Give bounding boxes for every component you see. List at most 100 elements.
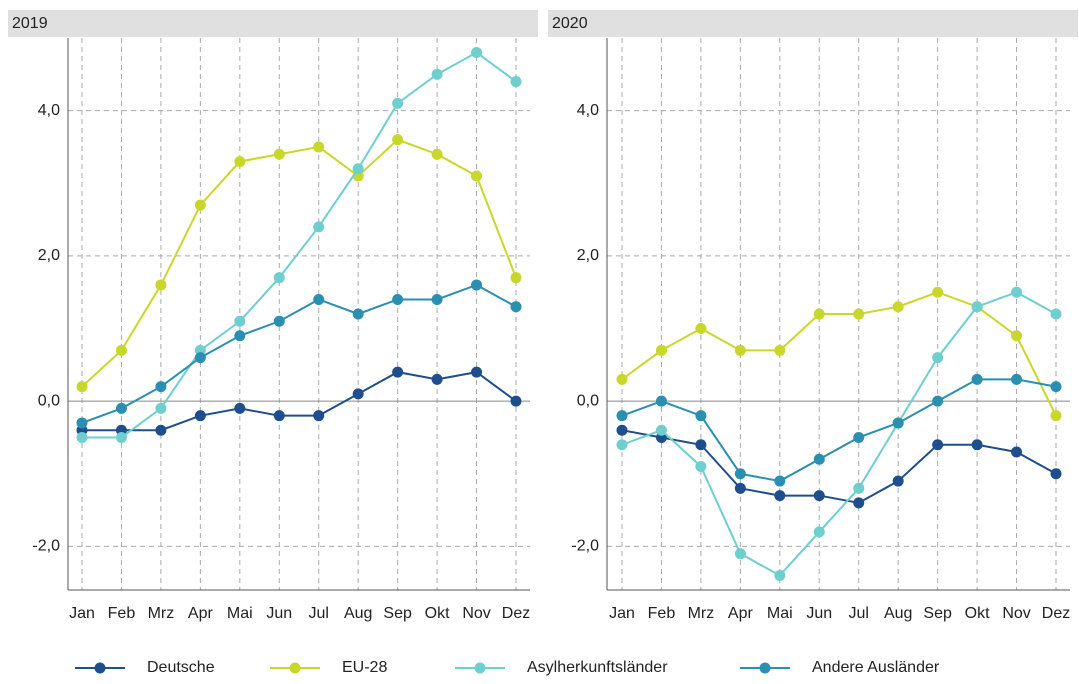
- point: [392, 97, 404, 109]
- point: [853, 431, 865, 443]
- point: [853, 308, 865, 320]
- x-tick-label: Okt: [425, 605, 450, 622]
- x-tick-label: Nov: [462, 605, 490, 622]
- point: [510, 395, 522, 407]
- point: [774, 344, 786, 356]
- point: [115, 344, 127, 356]
- x-tick-label: Mrz: [688, 605, 715, 622]
- point: [971, 439, 983, 451]
- x-tick-label: Mai: [767, 605, 793, 622]
- point: [273, 315, 285, 327]
- point: [76, 381, 88, 393]
- point: [234, 315, 246, 327]
- point: [313, 221, 325, 233]
- point: [971, 373, 983, 385]
- point: [734, 468, 746, 480]
- y-tick-label: 4,0: [38, 102, 60, 119]
- point: [115, 402, 127, 414]
- point: [471, 170, 483, 182]
- point: [313, 410, 325, 422]
- point: [431, 148, 443, 160]
- point: [510, 272, 522, 284]
- point: [510, 301, 522, 313]
- y-tick-label: -2,0: [32, 538, 60, 555]
- point: [853, 482, 865, 494]
- x-tick-label: Mrz: [148, 605, 175, 622]
- point: [655, 344, 667, 356]
- point: [1050, 381, 1062, 393]
- point: [655, 395, 667, 407]
- x-tick-label: Jan: [609, 605, 635, 622]
- x-tick-label: Jun: [266, 605, 292, 622]
- x-tick-label: Mai: [227, 605, 253, 622]
- x-tick-label: Feb: [108, 605, 136, 622]
- point: [813, 490, 825, 502]
- point: [313, 293, 325, 305]
- y-tick-label: -2,0: [571, 538, 599, 555]
- point: [1050, 308, 1062, 320]
- y-tick-label: 0,0: [577, 392, 599, 409]
- point: [734, 482, 746, 494]
- legend-label: Andere Ausländer: [812, 659, 940, 676]
- legend-marker: [289, 662, 301, 674]
- point: [352, 163, 364, 175]
- point: [695, 323, 707, 335]
- point: [352, 308, 364, 320]
- point: [1011, 286, 1023, 298]
- point: [155, 381, 167, 393]
- point: [971, 301, 983, 313]
- point: [734, 344, 746, 356]
- point: [655, 424, 667, 436]
- x-tick-label: Jul: [849, 605, 869, 622]
- point: [234, 330, 246, 342]
- y-tick-label: 2,0: [577, 247, 599, 264]
- x-tick-label: Sep: [923, 605, 952, 622]
- point: [234, 155, 246, 167]
- point: [734, 548, 746, 560]
- point: [616, 410, 628, 422]
- x-tick-label: Sep: [383, 605, 412, 622]
- point: [932, 286, 944, 298]
- point: [774, 569, 786, 581]
- series-line: [621, 429, 1057, 504]
- x-tick-label: Aug: [344, 605, 372, 622]
- point: [392, 366, 404, 378]
- point: [695, 439, 707, 451]
- point: [155, 424, 167, 436]
- point: [471, 366, 483, 378]
- point: [932, 439, 944, 451]
- x-tick-label: Jun: [806, 605, 832, 622]
- point: [616, 373, 628, 385]
- point: [352, 388, 364, 400]
- point: [392, 134, 404, 146]
- legend-label: Asylherkunftsländer: [527, 659, 668, 676]
- point: [932, 395, 944, 407]
- panel-title: 2020: [552, 15, 588, 32]
- point: [892, 475, 904, 487]
- point: [932, 352, 944, 364]
- point: [510, 76, 522, 88]
- point: [273, 148, 285, 160]
- point: [616, 424, 628, 436]
- x-tick-label: Apr: [728, 605, 754, 622]
- series-line: [81, 283, 517, 424]
- legend-marker: [474, 662, 486, 674]
- point: [76, 431, 88, 443]
- point: [194, 410, 206, 422]
- series-line: [621, 291, 1057, 577]
- point: [774, 475, 786, 487]
- x-tick-label: Jan: [69, 605, 95, 622]
- y-tick-label: 2,0: [38, 247, 60, 264]
- point: [1011, 446, 1023, 458]
- point: [813, 453, 825, 465]
- point: [813, 308, 825, 320]
- point: [471, 279, 483, 291]
- panel-header: [8, 10, 538, 37]
- x-tick-label: Dez: [1042, 605, 1070, 622]
- point: [234, 402, 246, 414]
- point: [313, 141, 325, 153]
- point: [392, 293, 404, 305]
- x-tick-label: Feb: [648, 605, 676, 622]
- point: [1011, 330, 1023, 342]
